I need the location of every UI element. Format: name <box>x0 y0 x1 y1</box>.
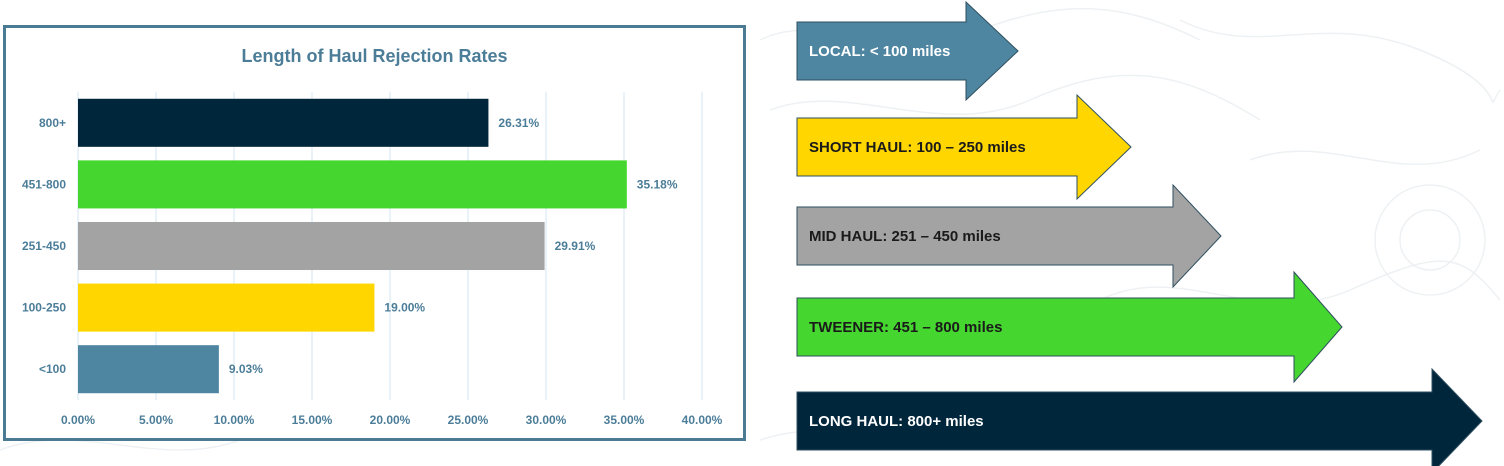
haul-arrow-0 <box>796 0 1019 102</box>
haul-arrow-label: SHORT HAUL: 100 – 250 miles <box>809 139 1026 156</box>
x-tick-label: 40.00% <box>682 413 723 427</box>
bar-data-label: 29.91% <box>555 239 596 253</box>
bar-4 <box>78 345 219 394</box>
bar-chart: 0.00% 5.00% 10.00% 15.00% 20.00% 25.00% 30.00%… <box>22 92 723 427</box>
x-tick-label: 30.00% <box>526 413 567 427</box>
bar-data-label: 19.00% <box>384 301 425 315</box>
x-tick-label: 0.00% <box>61 413 95 427</box>
chart-title: Length of Haul Rejection Rates <box>241 46 508 66</box>
chart-panel: Length of Haul Rejection Rates 0.00% 5.00… <box>3 25 746 441</box>
bar-data-label: 26.31% <box>498 116 539 130</box>
x-tick-label: 25.00% <box>448 413 489 427</box>
haul-arrow-4 <box>796 367 1483 466</box>
haul-arrow-label: TWEENER: 451 – 800 miles <box>809 319 1002 336</box>
bar-0 <box>78 98 489 147</box>
haul-arrow-1 <box>796 93 1132 201</box>
x-tick-label: 5.00% <box>139 413 173 427</box>
x-tick-label: 35.00% <box>604 413 645 427</box>
haul-arrow-label: MID HAUL: 251 – 450 miles <box>809 228 1001 245</box>
haul-arrow-3 <box>796 270 1343 384</box>
y-category-label: 251-450 <box>22 239 66 253</box>
x-tick-label: 10.00% <box>214 413 255 427</box>
bar-data-label: 35.18% <box>637 177 678 191</box>
haul-arrow-label: LOCAL: < 100 miles <box>809 43 950 60</box>
bar-data-label: 9.03% <box>229 362 263 376</box>
x-tick-label: 15.00% <box>292 413 333 427</box>
y-category-label: 800+ <box>39 116 66 130</box>
y-category-label: 451-800 <box>22 177 66 191</box>
y-category-label: 100-250 <box>22 301 66 315</box>
bar-2 <box>78 221 545 271</box>
haul-arrow-2 <box>796 183 1222 289</box>
haul-arrow-label: LONG HAUL: 800+ miles <box>809 413 984 430</box>
x-tick-label: 20.00% <box>370 413 411 427</box>
y-category-label: <100 <box>39 362 66 376</box>
bar-1 <box>78 160 627 209</box>
bar-3 <box>78 283 375 332</box>
